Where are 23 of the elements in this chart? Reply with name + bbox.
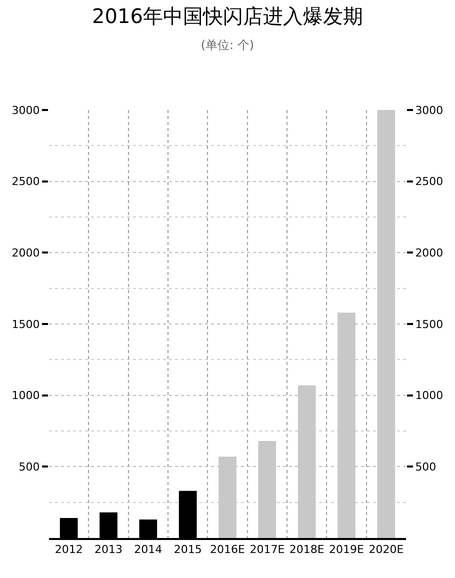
y-tick-label: 1500 <box>12 318 40 331</box>
y2-tick-label: 3000 <box>415 104 444 117</box>
x-tick-label: 2018E <box>289 543 324 556</box>
y2-tick-label: 2500 <box>415 175 444 188</box>
x-tick-label: 2014 <box>134 543 162 556</box>
chart-title: 2016年中国快闪店进入爆发期 <box>92 4 363 28</box>
y-tick-label: 1000 <box>12 389 40 402</box>
chart-subtitle: (单位: 个) <box>200 38 254 52</box>
y2-tick-label: 1000 <box>415 389 444 402</box>
y-tick-label: 2500 <box>12 175 40 188</box>
x-tick-label: 2017E <box>250 543 285 556</box>
x-tick-label: 2012 <box>54 543 83 556</box>
y-tick-label: 500 <box>18 460 40 474</box>
y-tick-label: 3000 <box>12 104 40 117</box>
x-tick-label: 2015 <box>174 543 202 556</box>
x-tick-label: 2019E <box>329 543 364 556</box>
x-tick-label: 2020E <box>368 543 404 556</box>
x-tick-label: 2013 <box>94 543 122 556</box>
y2-tick-label: 2000 <box>415 246 444 260</box>
x-tick-label: 2016E <box>210 543 246 556</box>
y2-tick-label: 1500 <box>415 318 444 331</box>
y-tick-label: 2000 <box>12 246 40 260</box>
y2-tick-label: 500 <box>415 460 436 474</box>
